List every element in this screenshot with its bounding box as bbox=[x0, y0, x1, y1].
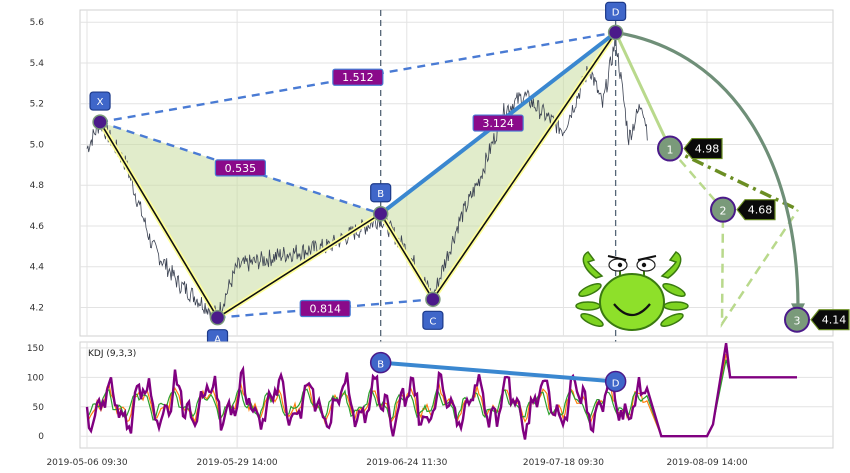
y-tick-label: 5.0 bbox=[30, 140, 45, 150]
pivot-label-b: B bbox=[377, 189, 384, 200]
x-tick-label: 2019-06-24 11:30 bbox=[366, 458, 447, 468]
ratio-box bbox=[472, 114, 524, 132]
target-circle-3 bbox=[784, 306, 810, 333]
kdj-divergence: BD bbox=[369, 351, 627, 393]
y-tick-label: 4.4 bbox=[30, 263, 45, 273]
leg-xa bbox=[99, 121, 219, 319]
x-tick-label: 2019-05-06 09:30 bbox=[46, 458, 127, 468]
target-circle-2 bbox=[710, 196, 736, 223]
ratio-label: 0.814 bbox=[309, 302, 341, 315]
pivot-label-a: A bbox=[214, 335, 221, 346]
target-price-3: 4.14 bbox=[822, 314, 847, 327]
ratio-box bbox=[214, 159, 266, 177]
y-tick-label: 5.4 bbox=[30, 59, 45, 69]
projection-d-1 bbox=[614, 31, 672, 150]
kdj-tick-label: 100 bbox=[27, 373, 44, 383]
pivot-box-x bbox=[89, 91, 111, 111]
pivot-label-d: D bbox=[612, 7, 620, 18]
pivot-dot-a bbox=[209, 309, 226, 326]
pivot-dot-c bbox=[425, 291, 441, 308]
kdj-divergence-dot-b bbox=[369, 351, 392, 374]
target-circle-1 bbox=[657, 135, 683, 162]
ratio-box bbox=[299, 299, 351, 318]
pivot-dot-d bbox=[607, 24, 624, 41]
kdj-divergence-label-d: D bbox=[612, 378, 620, 389]
leg-bc bbox=[380, 213, 434, 300]
x-axis: 2019-05-06 09:30 2019-05-29 14:00 2019-06-… bbox=[46, 458, 747, 468]
projection-arc bbox=[615, 30, 800, 308]
y-tick-label: 4.8 bbox=[30, 181, 45, 191]
ratio-box bbox=[332, 68, 384, 86]
crab-icon bbox=[575, 251, 689, 331]
target-markers: 1 4.98 2 4.68 3 4.14 bbox=[657, 135, 850, 333]
kdj-divergence-label-b: B bbox=[377, 360, 384, 371]
triangle-bcd bbox=[380, 32, 616, 300]
target-price-box-1 bbox=[683, 137, 723, 160]
dash-xd bbox=[99, 31, 616, 124]
target-price-box-3 bbox=[810, 309, 850, 331]
pivot-box-c bbox=[422, 310, 444, 330]
target-price-box-2 bbox=[736, 199, 776, 221]
kdj-y-axis: 0 50 100 150 bbox=[27, 344, 44, 442]
ratio-label: 3.124 bbox=[482, 117, 514, 130]
projection-dashed bbox=[669, 147, 800, 328]
pivot-box-b bbox=[370, 183, 392, 203]
projection-1-side bbox=[669, 146, 799, 212]
kdj-tick-label: 50 bbox=[33, 403, 45, 413]
target-label-3: 3 bbox=[794, 315, 801, 328]
ratio-label: 0.535 bbox=[225, 162, 257, 175]
ratio-labels: 0.535 0.814 1.512 3.124 bbox=[214, 68, 524, 318]
pattern-triangles bbox=[100, 32, 616, 318]
kdj-divergence-dot-d bbox=[604, 370, 627, 393]
target-label-2: 2 bbox=[720, 205, 727, 218]
target-label-1: 1 bbox=[667, 144, 674, 157]
kdj-label: KDJ (9,3,3) bbox=[88, 349, 136, 359]
pivot-box-d bbox=[605, 1, 627, 22]
triangle-xab bbox=[100, 122, 381, 318]
kdj-panel-frame bbox=[79, 341, 834, 449]
y-tick-label: 4.6 bbox=[30, 222, 45, 232]
target-price-1: 4.98 bbox=[695, 143, 720, 156]
kdj-tick-label: 0 bbox=[38, 432, 44, 442]
y-tick-label: 4.2 bbox=[30, 303, 44, 313]
pivot-markers: X A B C D bbox=[89, 1, 627, 349]
pivot-label-x: X bbox=[97, 97, 104, 108]
pivot-label-c: C bbox=[429, 316, 436, 327]
x-tick-label: 2019-08-09 14:00 bbox=[666, 458, 747, 468]
kdj-divergence-line bbox=[380, 360, 616, 384]
target-price-2: 4.68 bbox=[748, 204, 773, 217]
leg-cd bbox=[432, 31, 617, 300]
price-panel: 4.2 4.4 4.6 4.8 5.0 5.2 5.4 5.6 0.535 0.814 1.512… bbox=[30, 1, 850, 448]
x-tick-label: 2019-07-18 09:30 bbox=[523, 458, 604, 468]
price-y-axis: 4.2 4.4 4.6 4.8 5.0 5.2 5.4 5.6 bbox=[30, 18, 45, 313]
y-tick-label: 5.2 bbox=[30, 100, 44, 110]
y-tick-label: 5.6 bbox=[30, 18, 45, 28]
kdj-lines bbox=[85, 343, 797, 440]
leg-ab bbox=[217, 213, 382, 319]
pivot-dot-x bbox=[92, 114, 108, 130]
pivot-dot-b bbox=[372, 206, 389, 222]
kdj-tick-label: 150 bbox=[27, 344, 44, 354]
ratio-label: 1.512 bbox=[342, 71, 374, 84]
x-tick-label: 2019-05-29 14:00 bbox=[197, 458, 278, 468]
kdj-j-line bbox=[85, 343, 797, 440]
